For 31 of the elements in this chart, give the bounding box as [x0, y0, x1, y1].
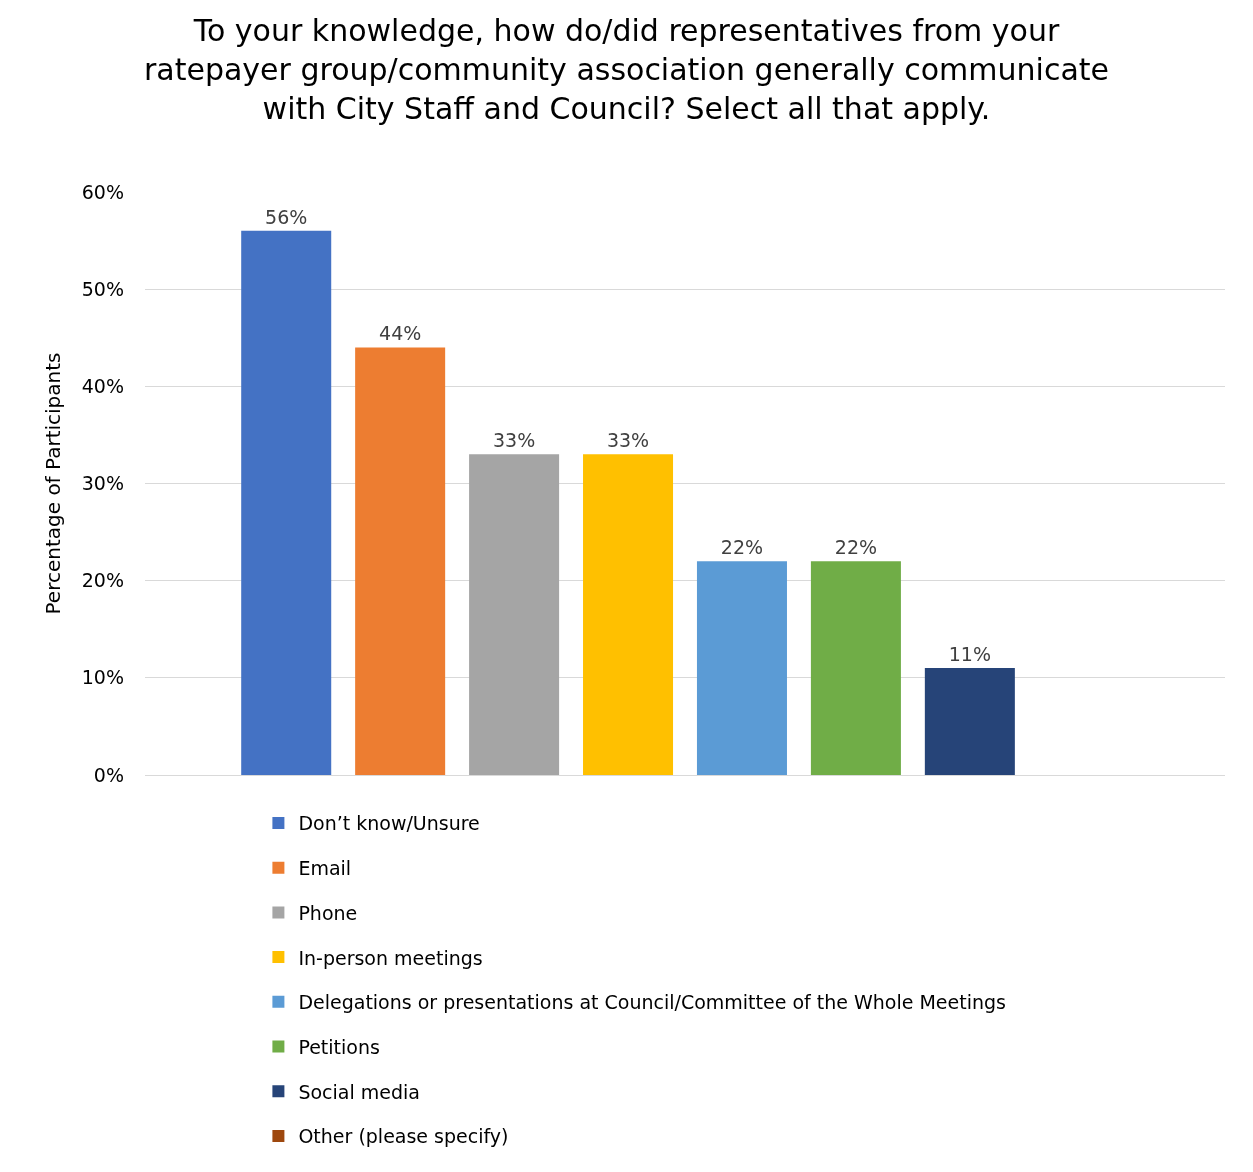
legend-label: Social media	[298, 1080, 420, 1103]
y-tick-label: 20%	[81, 569, 124, 592]
data-label: 22%	[834, 536, 878, 559]
legend-label: Email	[298, 857, 352, 880]
data-label: 56%	[265, 205, 308, 228]
legend-label: Other (please specify)	[298, 1125, 509, 1148]
bar	[355, 347, 446, 775]
bar	[810, 561, 901, 775]
legend-label: Delegations or presentations at Council/Committee of the Whole Meetings	[298, 991, 1006, 1014]
data-label: 11%	[948, 643, 991, 666]
data-label: 33%	[606, 429, 650, 452]
y-tick-label: 30%	[81, 472, 124, 495]
y-tick-label: 60%	[81, 180, 124, 203]
bar	[924, 668, 1015, 775]
bar	[241, 230, 332, 775]
y-tick-label: 0%	[93, 763, 124, 786]
chart-title: To your knowledge, how do/did representatives from your ratepayer group/community association generally communicate with City Staff and Council? Select all that apply.	[143, 13, 1110, 127]
data-label: 22%	[720, 536, 764, 559]
y-axis-title: Percentage of Participants	[41, 352, 66, 615]
legend-label: In-person meetings	[298, 946, 483, 969]
legend-label: Phone	[298, 901, 358, 924]
legend-label: Don’t know/Unsure	[298, 812, 480, 835]
data-label: 33%	[492, 429, 536, 452]
y-tick-label: 40%	[81, 374, 124, 397]
legend-label: Petitions	[298, 1035, 380, 1058]
bar	[583, 454, 674, 775]
y-tick-label: 50%	[81, 277, 124, 300]
bar	[469, 454, 560, 775]
data-label: 44%	[379, 322, 422, 345]
y-tick-label: 10%	[81, 666, 124, 689]
bar	[696, 561, 787, 775]
